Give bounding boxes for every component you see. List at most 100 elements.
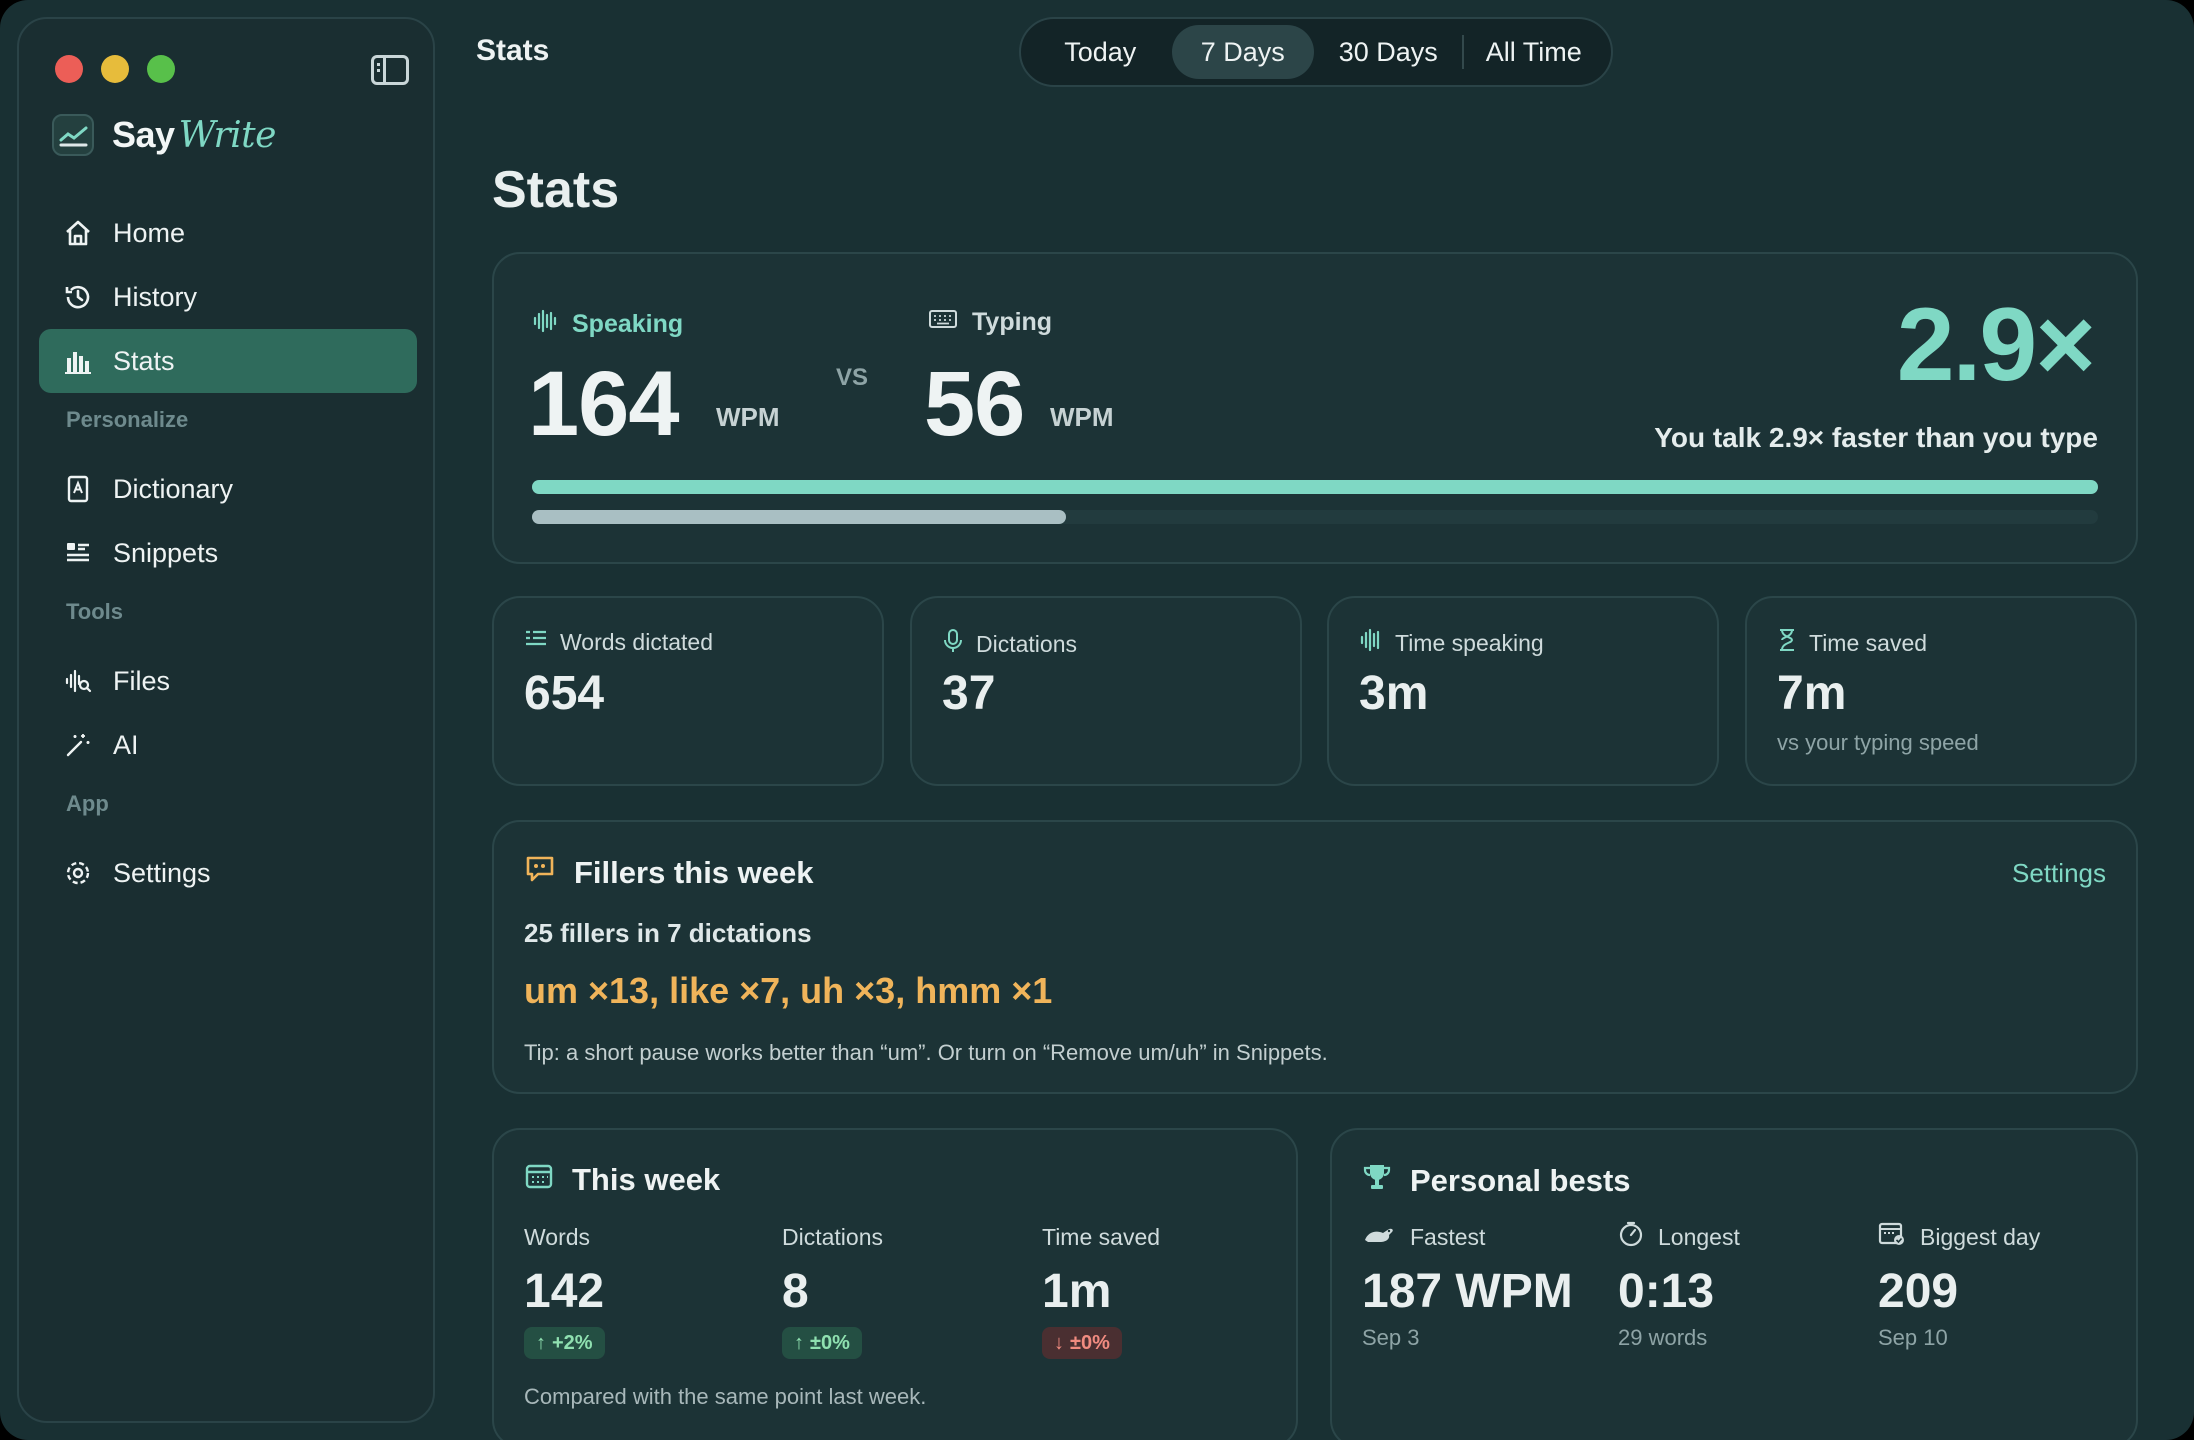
week-dictations-label: Dictations — [782, 1223, 883, 1250]
personal-bests-card: Personal bests Fastest 187 WPM Sep 3 Lon… — [1330, 1128, 2138, 1440]
dictations-value: 37 — [942, 667, 996, 720]
typing-label-text: Typing — [972, 308, 1053, 336]
fillers-settings-link[interactable]: Settings — [2012, 858, 2106, 888]
range-30-days[interactable]: 30 Days — [1338, 36, 1438, 67]
minimize-window-button[interactable] — [101, 55, 129, 83]
range-selector: Today 7 Days 30 Days All Time — [1019, 17, 1613, 87]
window-controls — [55, 55, 175, 83]
week-words-delta: ↑ +2% — [524, 1327, 605, 1359]
words-dictated-label: Words dictated — [524, 628, 713, 656]
best-biggest-day-value: 209 — [1878, 1265, 1959, 1318]
best-longest-words: 29 words — [1618, 1325, 1708, 1350]
waveform-icon — [1359, 628, 1383, 658]
zoom-window-button[interactable] — [147, 55, 175, 83]
typing-bar-fill — [532, 510, 1066, 524]
words-dictated-card: Words dictated 654 — [492, 596, 884, 786]
speaking-label: Speaking — [532, 308, 683, 341]
files-icon — [61, 664, 95, 698]
fillers-list: um ×13, like ×7, uh ×3, hmm ×1 — [524, 970, 1053, 1011]
vs-label: VS — [836, 364, 869, 391]
sidebar-item-label: Home — [113, 217, 186, 248]
delta-text: ±0% — [1070, 1331, 1110, 1354]
stat-label-text: Words dictated — [560, 628, 713, 655]
time-speaking-value: 3m — [1359, 667, 1429, 720]
topbar-title: Stats — [476, 34, 550, 67]
time-saved-value: 7m — [1777, 667, 1847, 720]
range-today[interactable]: Today — [1064, 36, 1137, 67]
brand-say: Say — [112, 114, 175, 155]
sidebar-toggle-icon[interactable] — [371, 55, 409, 85]
best-longest-label: Longest — [1618, 1221, 1740, 1253]
typing-bar — [532, 510, 2098, 524]
fillers-card: Fillers this week Settings 25 fillers in… — [492, 820, 2138, 1094]
waveform-icon — [532, 308, 558, 341]
personal-bests-title: Personal bests — [1410, 1163, 1631, 1198]
calendar-check-icon — [1878, 1221, 1906, 1253]
typing-wpm-value: 56 — [924, 353, 1025, 455]
section-label-tools: Tools — [66, 599, 124, 624]
arrow-down-icon: ↓ — [1054, 1331, 1064, 1354]
typing-label: Typing — [928, 308, 1052, 337]
week-dictations-column: Dictations 8 ↑ ±0% — [782, 1222, 883, 1359]
time-saved-label: Time saved — [1777, 628, 1927, 658]
keyboard-icon — [928, 308, 958, 337]
arrow-up-icon: ↑ — [536, 1331, 546, 1354]
sidebar-item-label: Settings — [113, 857, 211, 888]
sidebar-item-label: AI — [113, 729, 139, 760]
stat-label-text: Dictations — [976, 630, 1077, 657]
range-all-time[interactable]: All Time — [1485, 36, 1582, 67]
calendar-icon — [524, 1162, 554, 1198]
trophy-icon — [1362, 1162, 1392, 1200]
stat-label-text: Time speaking — [1395, 629, 1544, 656]
week-words-label: Words — [524, 1223, 591, 1250]
sidebar-item-history[interactable]: History — [39, 265, 417, 329]
sidebar-item-dictionary[interactable]: Dictionary — [39, 457, 417, 521]
dictations-label: Dictations — [942, 628, 1077, 660]
brand: Say Write — [52, 114, 276, 156]
fillers-tip: Tip: a short pause works better than “um… — [524, 1040, 1328, 1065]
speech-bubble-icon — [524, 854, 556, 892]
range-7-days[interactable]: 7 Days — [1171, 25, 1315, 79]
hourglass-icon — [1777, 628, 1797, 658]
best-label-text: Fastest — [1410, 1223, 1486, 1250]
sidebar-item-ai[interactable]: AI — [39, 713, 417, 777]
sidebar-item-home[interactable]: Home — [39, 201, 417, 265]
page-title: Stats — [492, 161, 620, 219]
words-dictated-value: 654 — [524, 667, 605, 720]
best-label-text: Biggest day — [1920, 1223, 2041, 1250]
week-dictations-delta: ↑ ±0% — [782, 1327, 862, 1359]
week-time-saved-label: Time saved — [1042, 1223, 1161, 1250]
speaking-label-text: Speaking — [572, 310, 684, 338]
home-icon — [61, 216, 95, 250]
sidebar-item-snippets[interactable]: Snippets — [39, 521, 417, 585]
dictations-card: Dictations 37 — [910, 596, 1302, 786]
range-divider — [1462, 35, 1465, 69]
close-window-button[interactable] — [55, 55, 83, 83]
week-time-saved-value: 1m — [1042, 1265, 1112, 1318]
time-saved-sub: vs your typing speed — [1777, 730, 1979, 755]
best-label-text: Longest — [1658, 1223, 1740, 1250]
sidebar-item-settings[interactable]: Settings — [39, 841, 417, 905]
best-fastest-column: Fastest 187 WPM Sep 3 — [1362, 1222, 1573, 1351]
section-label-personalize: Personalize — [66, 407, 189, 432]
personal-bests-header: Personal bests — [1362, 1162, 1631, 1200]
timer-icon — [1618, 1221, 1644, 1253]
this-week-title: This week — [572, 1162, 721, 1197]
rabbit-icon — [1362, 1222, 1396, 1252]
week-words-column: Words 142 ↑ +2% — [524, 1222, 605, 1359]
best-fastest-label: Fastest — [1362, 1222, 1573, 1252]
section-label-app: App — [66, 791, 109, 816]
sidebar-item-label: Stats — [113, 345, 175, 376]
best-biggest-day-date: Sep 10 — [1878, 1325, 1948, 1350]
speed-comparison-card: Speaking 164 WPM VS Typing 56 WPM 2.9× Y… — [492, 252, 2138, 564]
typing-wpm-unit: WPM — [1050, 402, 1114, 432]
week-dictations-value: 8 — [782, 1265, 809, 1318]
dictionary-icon — [61, 472, 95, 506]
sidebar-item-stats[interactable]: Stats — [39, 329, 417, 393]
sidebar-item-label: Files — [113, 665, 171, 696]
sidebar-item-label: Dictionary — [113, 473, 234, 504]
stat-label-text: Time saved — [1809, 629, 1928, 656]
sidebar-item-files[interactable]: Files — [39, 649, 417, 713]
fillers-title: Fillers this week — [574, 855, 814, 890]
